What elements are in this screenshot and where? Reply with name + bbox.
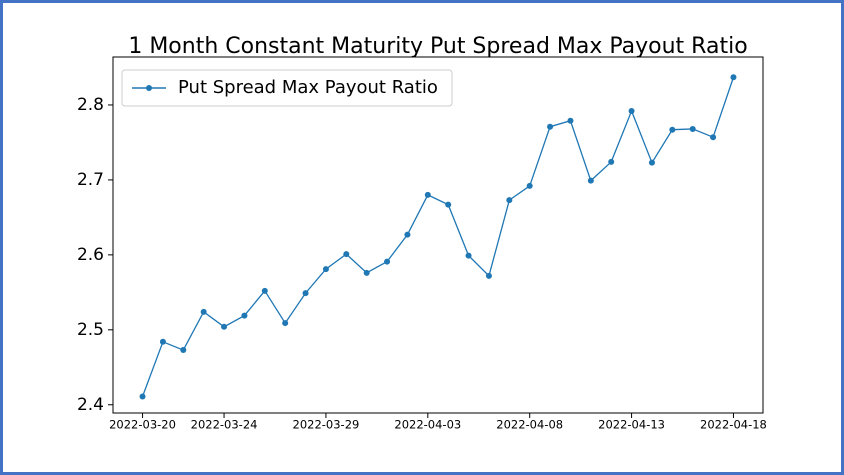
- legend-box: [121, 69, 453, 107]
- point: [404, 231, 411, 238]
- legend-marker: [146, 85, 152, 91]
- point: [608, 158, 615, 165]
- x-tick-label: 2022-04-03: [394, 418, 461, 432]
- x-tick-label: 2022-03-29: [293, 418, 360, 432]
- point: [648, 159, 655, 166]
- point: [282, 320, 289, 327]
- point: [343, 251, 350, 258]
- point: [322, 266, 329, 273]
- y-tick-label: 2.7: [77, 170, 104, 190]
- point: [526, 182, 533, 189]
- x-tick-label: 2022-03-24: [191, 418, 258, 432]
- point: [159, 338, 166, 345]
- point: [200, 308, 207, 315]
- point: [424, 191, 431, 198]
- y-tick-label: 2.5: [77, 320, 104, 340]
- y-tick-label: 2.4: [77, 395, 104, 415]
- y-tick-label: 2.8: [77, 95, 104, 115]
- point: [465, 252, 472, 259]
- line: [141, 77, 735, 397]
- point: [384, 258, 391, 265]
- point: [180, 347, 187, 354]
- plot-area: [112, 56, 764, 414]
- point: [689, 125, 696, 132]
- point: [221, 323, 228, 330]
- x-tick-label: 2022-04-08: [496, 418, 563, 432]
- legend-label: Put Spread Max Payout Ratio: [178, 77, 438, 98]
- y-tick-label: 2.6: [77, 245, 104, 265]
- point: [445, 201, 452, 208]
- point: [139, 393, 146, 400]
- point: [302, 290, 309, 297]
- x-tick-label: 2022-03-20: [109, 418, 176, 432]
- point: [628, 107, 635, 114]
- point: [710, 134, 717, 141]
- point: [730, 74, 737, 81]
- point: [485, 272, 492, 279]
- point: [669, 126, 676, 133]
- x-tick-label: 2022-04-18: [700, 418, 767, 432]
- point: [506, 197, 513, 204]
- x-tick-label: 2022-04-13: [598, 418, 665, 432]
- legend: Put Spread Max Payout Ratio: [121, 69, 453, 107]
- point: [363, 269, 370, 276]
- point: [547, 123, 554, 130]
- point: [567, 117, 574, 124]
- chart-title: 1 Month Constant Maturity Put Spread Max…: [128, 34, 747, 59]
- point: [261, 287, 268, 294]
- point: [587, 177, 594, 184]
- point: [241, 312, 248, 319]
